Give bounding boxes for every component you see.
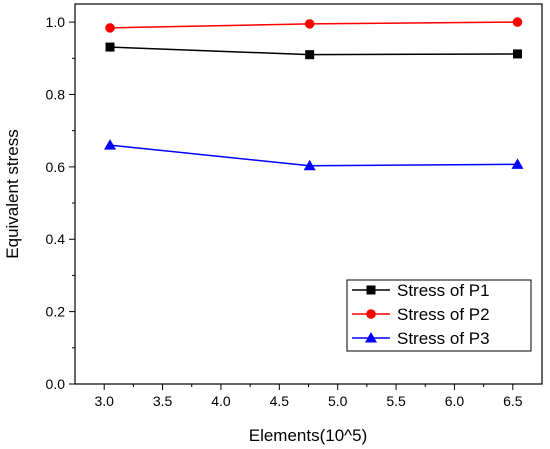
y-tick-label: 0.0 (46, 376, 66, 392)
data-point (304, 19, 315, 29)
x-axis-label: Elements(10^5) (249, 426, 368, 445)
data-point (512, 17, 523, 27)
series-1 (105, 42, 522, 60)
legend-marker (366, 285, 376, 295)
x-tick-label: 6.5 (503, 393, 523, 409)
y-tick-label: 0.8 (46, 86, 66, 102)
y-tick-label: 0.2 (46, 304, 66, 320)
y-axis: 0.0 0.2 0.4 0.6 0.8 1.0 (46, 14, 75, 392)
y-tick-label: 0.6 (46, 159, 66, 175)
x-tick-label: 4.5 (270, 393, 290, 409)
data-point (104, 139, 117, 150)
legend-marker (366, 309, 376, 319)
data-point (511, 158, 524, 169)
y-tick-label: 1.0 (46, 14, 66, 30)
legend-label: Stress of P2 (397, 305, 490, 324)
data-point (105, 42, 115, 52)
data-point (105, 23, 115, 33)
series-2 (105, 17, 523, 33)
legend-label: Stress of P3 (397, 329, 490, 348)
legend-item: Stress of P1 (352, 281, 490, 300)
y-axis-label: Equivalent stress (3, 129, 22, 258)
legend-label: Stress of P1 (397, 281, 490, 300)
legend-marker (365, 332, 377, 343)
x-tick-label: 6.0 (445, 393, 465, 409)
data-point (512, 49, 522, 59)
x-tick-label: 3.5 (153, 393, 173, 409)
data-point (305, 50, 315, 60)
legend-item: Stress of P3 (352, 329, 490, 348)
data-point (303, 159, 316, 171)
series-line (109, 144, 518, 167)
x-tick-label: 5.5 (386, 393, 406, 409)
legend-item: Stress of P2 (352, 305, 490, 324)
x-tick-label: 5.0 (328, 393, 348, 409)
series-layer (104, 17, 524, 171)
legend-box (346, 279, 532, 352)
legend: Stress of P1 Stress of P2 Stress of P3 (346, 279, 532, 352)
x-axis: 3.0 3.5 4.0 4.5 5.0 5.5 6.0 6.5 (94, 384, 523, 409)
x-tick-label: 4.0 (211, 393, 231, 409)
x-tick-label: 3.0 (94, 393, 114, 409)
series-3 (104, 139, 524, 171)
y-tick-label: 0.4 (46, 231, 66, 247)
